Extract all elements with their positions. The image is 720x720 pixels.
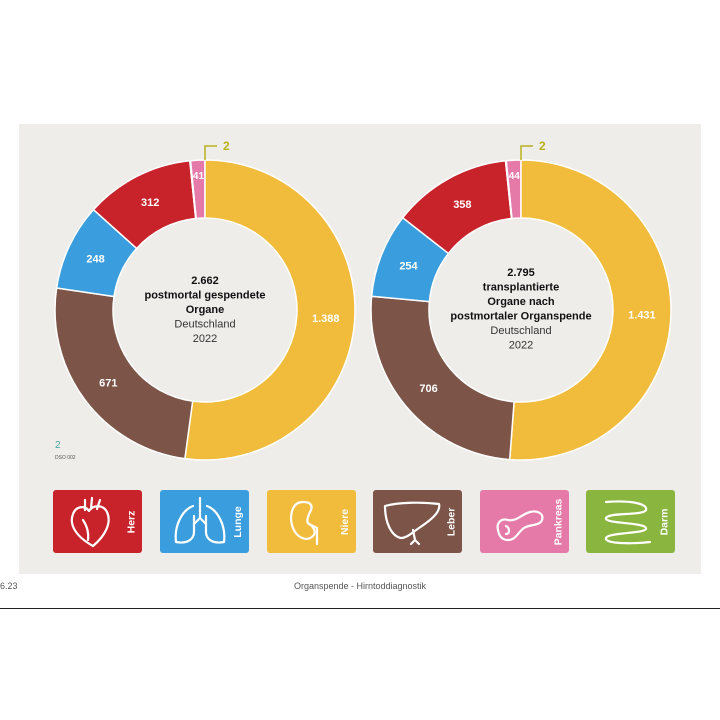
- pancreas-icon: [496, 510, 544, 542]
- legend-label-leber: Leber: [445, 507, 457, 536]
- donut-2-label-herz: 358: [453, 199, 471, 211]
- legend-label-pankreas: Pankreas: [552, 498, 565, 545]
- donut-charts: 41 1.388 671 248 312 2 2.662 postmortal gespend…: [54, 139, 672, 461]
- note-source: DSO 002: [55, 455, 76, 461]
- donut-1-slice-darm: [188, 159, 197, 220]
- donut-2-label-lunge: 254: [399, 260, 418, 272]
- donut-2-label-darm: 2: [539, 139, 546, 153]
- donut-1-center-caption-1: postmortal gespendete: [144, 290, 265, 302]
- legend-label-darm: Darm: [658, 508, 671, 535]
- donut-1-center-year: 2022: [193, 333, 217, 345]
- legend-tile-pankreas: Pankreas: [480, 490, 569, 553]
- donut-2-center-region: Deutschland: [490, 325, 551, 337]
- note-number: 2: [55, 440, 61, 451]
- footer-page-number: 6.23: [0, 581, 18, 591]
- donut-2-slice-darm: [504, 159, 513, 220]
- intestine-icon: [604, 500, 652, 545]
- donut-1-callout-line: [204, 145, 217, 160]
- lungs-icon: [174, 496, 226, 544]
- donut-1-slice-leber: [54, 287, 194, 460]
- donut-2-slice-leber: [370, 295, 515, 461]
- donut-1-center-total: 2.662: [191, 275, 219, 287]
- donut-2-center-caption-3: postmortaler Organspende: [450, 311, 591, 323]
- heart-icon: [70, 496, 110, 548]
- legend-label-lunge: Lunge: [232, 505, 244, 538]
- donut-2-label-niere: 1.431: [628, 310, 656, 322]
- donut-2-label-leber: 706: [419, 383, 437, 395]
- donut-2-center-caption-1: transplantierte: [483, 282, 559, 294]
- donut-1-label-leber: 671: [99, 378, 117, 390]
- donut-1-center-caption-2: Organe: [186, 304, 225, 316]
- donut-2-center-year: 2022: [509, 340, 533, 352]
- legend-tile-lunge: Lunge: [160, 490, 249, 553]
- donut-2-center-caption-2: Organe nach: [487, 296, 555, 308]
- legend-tile-herz: Herz: [53, 490, 142, 553]
- donut-2-slice-niere: [508, 159, 672, 461]
- donut-2-label-pankreas: 44: [509, 171, 521, 182]
- liver-icon: [383, 501, 441, 546]
- legend-tile-leber: Leber: [373, 490, 462, 553]
- legend-label-herz: Herz: [125, 510, 138, 533]
- donut-2-center-total: 2.795: [507, 267, 535, 279]
- donut-1-label-lunge: 248: [86, 253, 104, 265]
- legend-label-niere: Niere: [339, 508, 352, 535]
- donut-2-callout-line: [520, 145, 533, 160]
- donut-1-slice-niere: [184, 159, 356, 461]
- legend-tile-niere: Niere: [267, 490, 356, 553]
- legend-tile-darm: Darm: [586, 490, 675, 553]
- footer-title: Organspende - Hirntoddiagnostik: [293, 581, 427, 591]
- donut-1-label-herz: 312: [141, 197, 159, 209]
- kidney-icon: [290, 500, 319, 546]
- footer-divider: [0, 608, 720, 609]
- donut-1-center-region: Deutschland: [174, 319, 235, 331]
- donut-1-label-niere: 1.388: [312, 313, 340, 325]
- donut-1-label-pankreas: 41: [193, 171, 205, 182]
- donut-1-label-darm: 2: [223, 139, 230, 153]
